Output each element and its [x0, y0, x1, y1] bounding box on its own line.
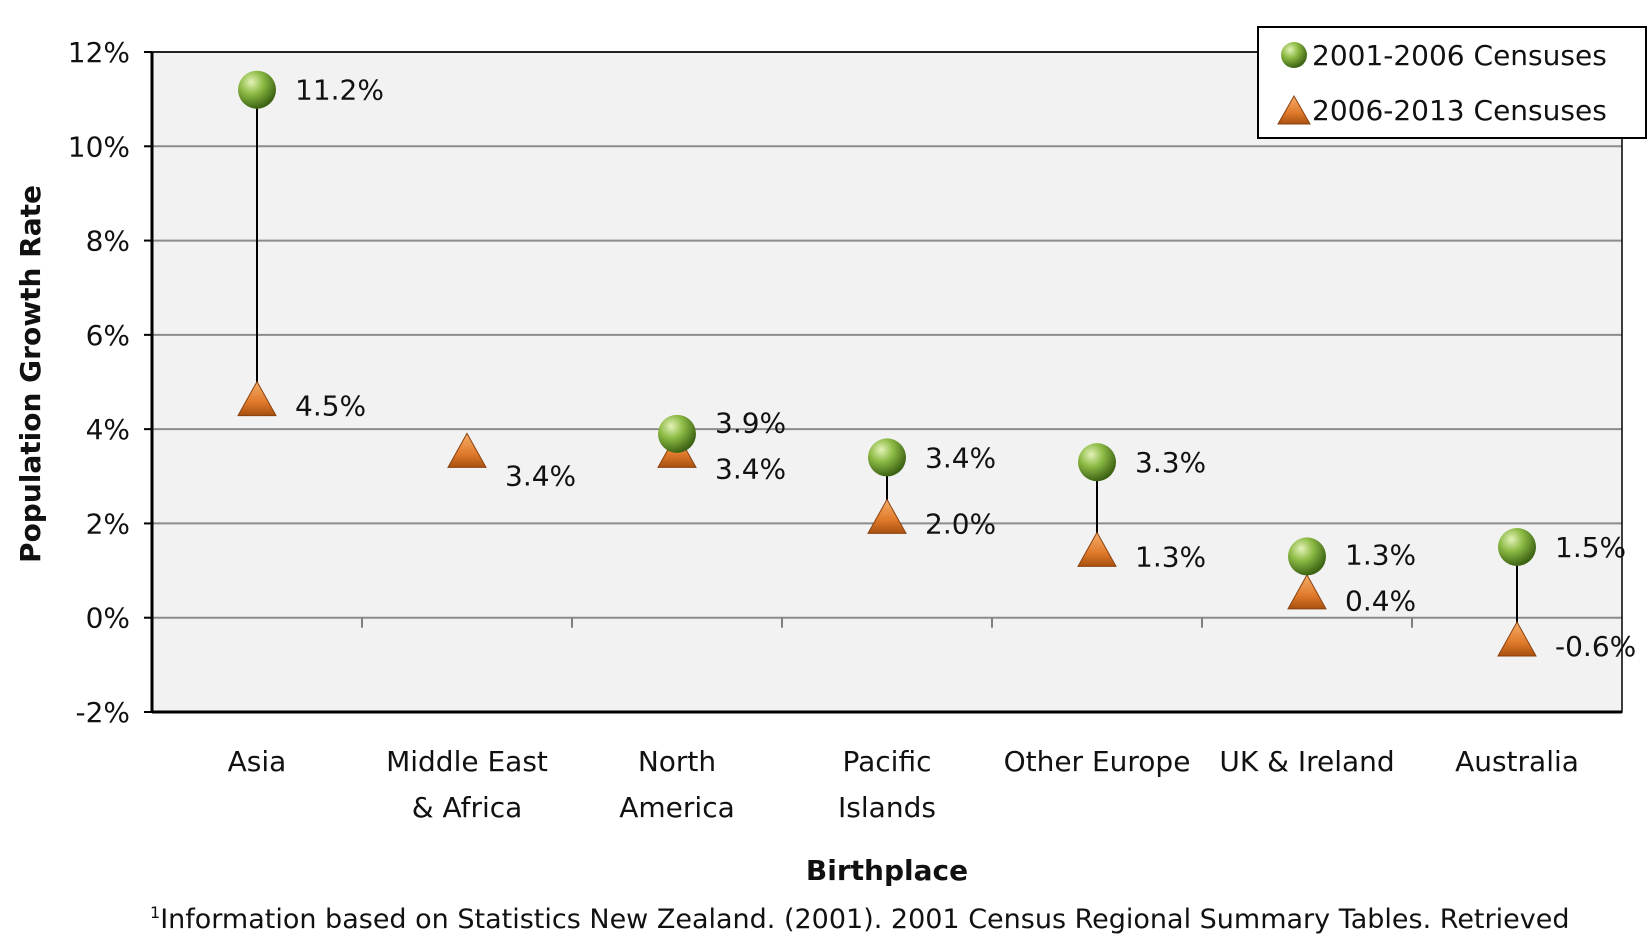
footnote-marker: 1: [150, 903, 161, 922]
y-tick-label: 8%: [86, 225, 130, 258]
circle-marker: [238, 70, 276, 109]
category-label: North: [638, 745, 716, 778]
triangle-marker: [1287, 573, 1327, 610]
category-label: Australia: [1455, 745, 1579, 778]
data-label-2006-2013: 1.3%: [1135, 540, 1206, 573]
triangle-marker: [1497, 620, 1537, 657]
triangle-marker: [237, 380, 277, 417]
data-label-2006-2013: 2.0%: [925, 507, 996, 540]
y-tick-label: -2%: [75, 696, 130, 729]
legend-circle-marker: [1281, 42, 1307, 68]
category-labels: Asia Middle East & Africa North America Pacif…: [228, 745, 1579, 824]
data-label-2001-2006: 11.2%: [295, 74, 384, 107]
y-tick-label: 2%: [86, 507, 130, 540]
footnote: 1Information based on Statistics New Zea…: [150, 903, 1569, 935]
triangle-marker: [867, 498, 907, 534]
y-tick-label: 12%: [68, 36, 130, 69]
data-label-2006-2013: -0.6%: [1555, 630, 1636, 663]
data-label-2006-2013: 3.4%: [715, 453, 786, 486]
footnote-text: Information based on Statistics New Zeal…: [160, 904, 1570, 935]
y-tick-labels: 12% 10% 8% 6% 4% 2% 0% -2%: [68, 36, 130, 729]
circle-marker: [1078, 443, 1116, 482]
triangle-marker: [447, 432, 487, 468]
circle-marker: [1498, 528, 1536, 566]
data-label-2001-2006: 3.4%: [925, 441, 996, 474]
legend-triangle-marker: [1277, 94, 1311, 125]
data-label-2001-2006: 1.5%: [1555, 531, 1626, 564]
category-label: Pacific: [843, 745, 932, 778]
circle-marker: [1288, 537, 1326, 576]
y-tick-label: 10%: [68, 130, 130, 163]
category-label: Asia: [228, 745, 287, 778]
triangle-marker: [1077, 531, 1117, 567]
category-label: Other Europe: [1004, 745, 1191, 778]
category-label: Middle East: [386, 745, 548, 778]
y-tick-label: 0%: [86, 602, 130, 635]
legend-entry-2001-2006: 2001-2006 Censuses: [1312, 39, 1607, 72]
legend-entry-2006-2013: 2006-2013 Censuses: [1312, 94, 1607, 127]
data-label-2001-2006: 1.3%: [1345, 539, 1416, 572]
x-axis-title: Birthplace: [806, 854, 968, 887]
category-label: Islands: [838, 791, 936, 824]
data-label-2006-2013: 0.4%: [1345, 585, 1416, 618]
y-tick-label: 6%: [86, 319, 130, 352]
circle-marker: [868, 438, 906, 477]
legend: 2001-2006 Censuses 2006-2013 Censuses: [1257, 26, 1647, 139]
y-tick-label: 4%: [86, 413, 130, 446]
plot-area: [152, 52, 1622, 712]
data-label-2006-2013: 4.5%: [295, 390, 366, 423]
category-label: America: [619, 791, 735, 824]
markers: [237, 70, 1537, 657]
category-label: & Africa: [412, 791, 523, 824]
data-label-2001-2006: 3.9%: [715, 407, 786, 440]
data-label-2001-2006: 3.3%: [1135, 446, 1206, 479]
category-label: UK & Ireland: [1219, 745, 1394, 778]
data-labels: 11.2% 4.5% 3.4% 3.9% 3.4% 3.4% 2.0% 3.3% 1.3% 1.3…: [295, 74, 1636, 663]
y-axis-title: Population Growth Rate: [14, 185, 47, 563]
data-label-2006-2013: 3.4%: [505, 459, 576, 492]
circle-marker: [658, 414, 696, 453]
axes: [144, 51, 1623, 714]
